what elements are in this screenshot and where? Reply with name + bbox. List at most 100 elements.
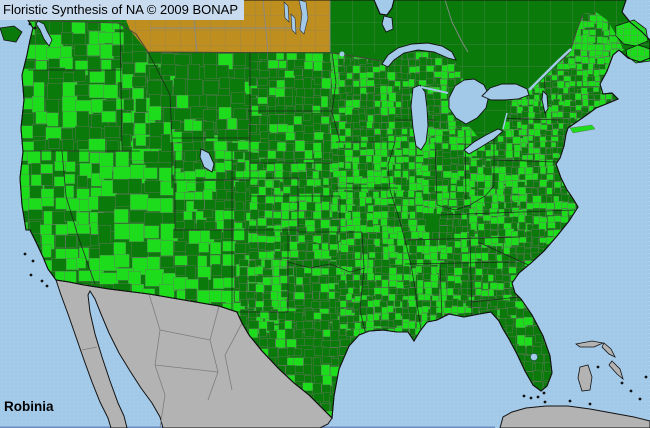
county-cell	[255, 306, 263, 314]
county-cell	[408, 149, 416, 156]
county-cell	[563, 70, 569, 76]
county-cell	[523, 316, 534, 326]
county-cell	[483, 229, 491, 238]
county-cell	[55, 248, 67, 260]
county-cell	[553, 215, 561, 222]
county-cell	[312, 51, 324, 63]
county-cell	[321, 201, 330, 211]
county-cell	[257, 179, 265, 188]
county-cell	[416, 219, 426, 226]
county-cell	[49, 20, 63, 37]
county-cell	[497, 149, 505, 156]
county-cell	[439, 218, 448, 226]
county-cell	[111, 44, 124, 57]
county-cell	[372, 224, 381, 233]
county-cell	[294, 373, 307, 382]
county-cell	[147, 238, 162, 253]
county-cell	[129, 194, 149, 211]
county-cell	[258, 328, 267, 337]
county-cell	[386, 127, 393, 135]
county-cell	[416, 279, 424, 289]
county-cell	[402, 299, 409, 308]
county-cell	[402, 265, 410, 275]
county-cell	[88, 138, 106, 153]
county-cell	[438, 238, 447, 246]
county-cell	[352, 149, 362, 157]
county-cell	[290, 250, 299, 258]
county-cell	[568, 80, 576, 87]
county-cell	[358, 113, 366, 122]
county-cell	[89, 71, 108, 83]
county-cell	[457, 170, 465, 177]
county-cell	[98, 31, 115, 44]
county-cell	[546, 187, 553, 195]
county-cell	[191, 130, 204, 143]
county-cell	[525, 326, 535, 336]
county-cell	[313, 150, 323, 159]
county-cell	[554, 187, 561, 194]
county-cell	[532, 181, 540, 189]
county-cell	[446, 63, 455, 72]
county-cell	[354, 251, 361, 259]
county-cell	[87, 44, 100, 56]
county-cell	[539, 237, 547, 244]
county-cell	[380, 129, 388, 138]
county-cell	[373, 94, 382, 102]
county-cell	[576, 80, 583, 87]
county-cell	[99, 166, 113, 179]
county-cell	[193, 199, 205, 210]
county-cell	[304, 185, 314, 195]
county-cell	[65, 234, 77, 249]
county-cell	[284, 95, 293, 107]
county-cell	[408, 299, 416, 308]
county-cell	[526, 193, 534, 203]
county-cell	[352, 99, 361, 108]
county-cell	[460, 246, 469, 253]
county-cell	[122, 122, 134, 136]
county-cell	[441, 198, 449, 206]
county-cell	[474, 281, 482, 288]
county-cell	[304, 210, 312, 218]
county-cell	[145, 268, 165, 287]
county-cell	[512, 136, 521, 145]
county-cell	[161, 80, 173, 96]
county-cell	[447, 224, 453, 233]
county-cell	[521, 154, 528, 160]
county-cell	[379, 198, 388, 206]
county-cell	[587, 69, 593, 75]
county-cell	[273, 179, 281, 189]
county-cell	[365, 148, 375, 156]
county-cell	[40, 163, 53, 174]
county-cell	[174, 191, 185, 201]
county-cell	[491, 166, 501, 174]
county-cell	[274, 241, 282, 250]
small-island	[596, 365, 600, 369]
county-cell	[295, 337, 305, 346]
county-cell	[285, 365, 296, 375]
county-cell	[452, 288, 460, 295]
county-cell	[321, 106, 330, 117]
county-cell	[534, 334, 543, 343]
county-cell	[352, 65, 361, 75]
county-cell	[322, 374, 332, 387]
county-cell	[435, 143, 443, 152]
county-cell	[170, 119, 181, 130]
county-cell	[20, 125, 33, 139]
county-cell	[302, 382, 313, 391]
county-cell	[255, 291, 263, 302]
county-cell	[387, 71, 396, 81]
county-cell	[294, 299, 305, 306]
county-cell	[600, 94, 606, 101]
county-cell	[248, 242, 259, 249]
county-cell	[297, 162, 306, 171]
county-cell	[271, 300, 279, 308]
county-cell	[330, 183, 339, 191]
county-cell	[403, 279, 410, 286]
county-cell	[40, 173, 54, 186]
county-cell	[505, 180, 514, 188]
county-cell	[532, 237, 540, 246]
county-cell	[366, 226, 374, 233]
county-cell	[258, 186, 267, 197]
county-cell	[539, 208, 546, 218]
